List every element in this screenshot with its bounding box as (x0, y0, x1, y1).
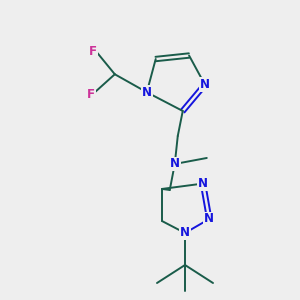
Text: N: N (200, 78, 210, 91)
Text: N: N (180, 226, 190, 239)
Text: N: N (204, 212, 214, 226)
Text: N: N (198, 177, 208, 190)
Text: N: N (142, 86, 152, 99)
Text: N: N (170, 158, 180, 170)
Text: F: F (87, 88, 95, 101)
Text: F: F (89, 45, 97, 58)
